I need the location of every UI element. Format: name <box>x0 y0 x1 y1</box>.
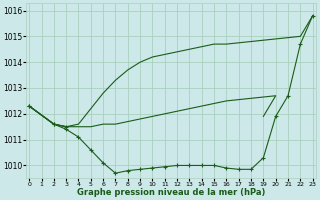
X-axis label: Graphe pression niveau de la mer (hPa): Graphe pression niveau de la mer (hPa) <box>77 188 265 197</box>
